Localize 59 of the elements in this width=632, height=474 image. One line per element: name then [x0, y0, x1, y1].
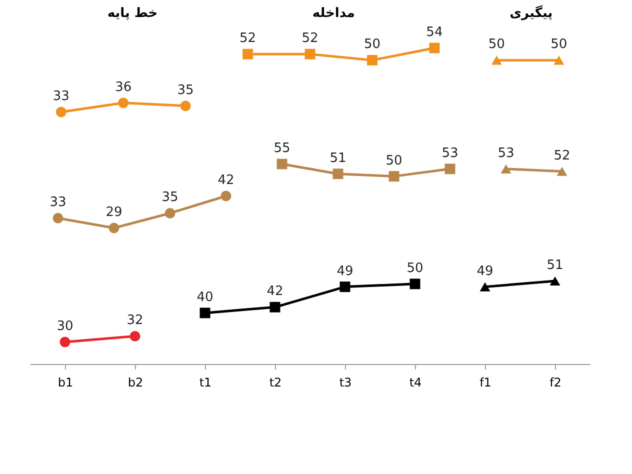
point	[366, 54, 378, 66]
data-label: 35	[177, 82, 194, 98]
text: مداخله	[312, 6, 355, 21]
data-label: 50	[406, 260, 424, 276]
data-label: 49	[336, 264, 354, 279]
data-label: 29	[106, 205, 122, 220]
point	[164, 208, 176, 218]
point	[52, 212, 64, 224]
data-label: 54	[426, 25, 443, 40]
data-label: 52	[302, 31, 318, 46]
point	[332, 168, 344, 180]
text: خط پایه	[107, 6, 158, 21]
point	[118, 98, 129, 108]
data-label: 52	[240, 31, 256, 46]
data-label: 49	[476, 264, 494, 279]
x-tick-label: t2	[269, 376, 282, 390]
point	[220, 190, 232, 202]
point	[340, 282, 350, 292]
point	[429, 42, 440, 54]
data-label: 40	[196, 290, 214, 305]
point	[276, 158, 288, 170]
text: پیگیری	[510, 6, 553, 21]
x-tick-label: f1	[480, 376, 492, 390]
x-tick-label: b2	[128, 376, 144, 390]
data-label: 30	[56, 319, 74, 334]
data-label: 51	[546, 258, 564, 273]
data-label: 50	[488, 37, 505, 52]
point	[200, 308, 210, 318]
point	[242, 48, 254, 60]
point	[410, 278, 420, 290]
data-label: 51	[330, 150, 346, 166]
data-label: 35	[162, 190, 178, 206]
point	[60, 336, 70, 348]
point	[444, 164, 456, 174]
point	[270, 302, 280, 312]
x-tick-label: t4	[409, 376, 422, 390]
data-label: 53	[498, 146, 514, 161]
data-label: 50	[364, 37, 380, 52]
data-label: 52	[554, 148, 570, 164]
data-label: 55	[274, 141, 290, 156]
point	[304, 48, 316, 60]
data-label: 50	[386, 153, 402, 168]
x-tick-label: t3	[339, 376, 352, 390]
data-label: 32	[126, 313, 144, 328]
data-label: 33	[50, 195, 66, 210]
data-label: 53	[442, 146, 458, 161]
data-label: 33	[52, 89, 70, 104]
data-label: 42	[266, 284, 284, 300]
x-tick-label: b1	[58, 376, 74, 390]
point	[108, 222, 120, 234]
x-tick-label: f2	[550, 376, 562, 390]
point	[388, 171, 400, 182]
point	[130, 330, 140, 342]
point	[56, 106, 66, 118]
point	[180, 100, 191, 112]
data-label: 42	[218, 173, 234, 188]
data-label: 36	[115, 80, 132, 95]
data-label: 50	[550, 37, 568, 52]
x-tick-label: t1	[199, 376, 212, 390]
